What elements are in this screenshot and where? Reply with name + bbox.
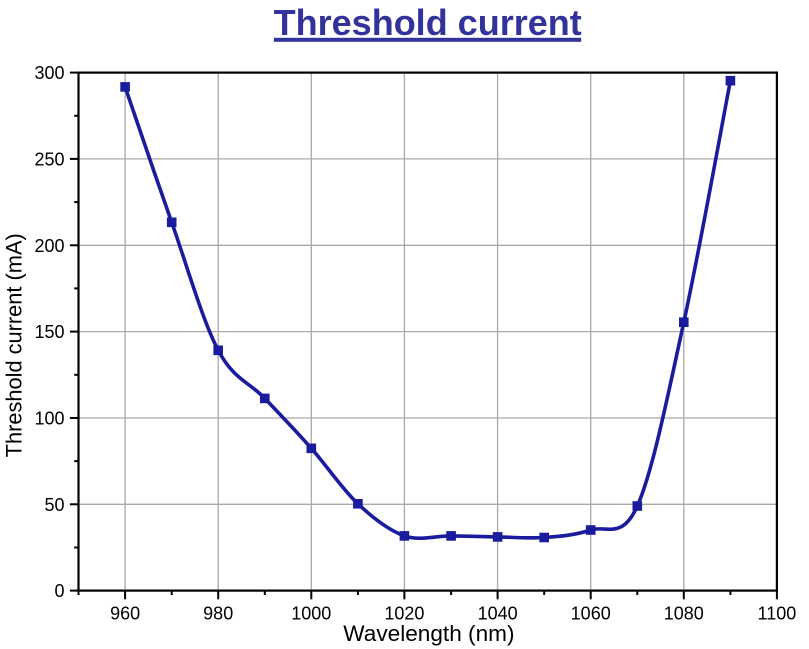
svg-text:50: 50 [44,495,64,515]
svg-text:1100: 1100 [758,604,797,624]
svg-text:1080: 1080 [664,604,704,624]
svg-text:1020: 1020 [384,604,424,624]
svg-text:1000: 1000 [291,604,331,624]
svg-text:960: 960 [110,604,140,624]
svg-text:150: 150 [34,322,64,342]
svg-text:300: 300 [34,63,64,83]
svg-text:Threshold current: Threshold current [274,2,582,43]
svg-text:1060: 1060 [571,604,611,624]
svg-text:200: 200 [34,236,64,256]
svg-text:100: 100 [34,409,64,429]
svg-text:Wavelength (nm): Wavelength (nm) [343,621,514,646]
svg-text:250: 250 [34,149,64,169]
svg-text:980: 980 [203,604,233,624]
svg-text:0: 0 [54,581,64,601]
svg-text:1040: 1040 [478,604,518,624]
svg-text:Threshold current (mA): Threshold current (mA) [2,233,27,457]
